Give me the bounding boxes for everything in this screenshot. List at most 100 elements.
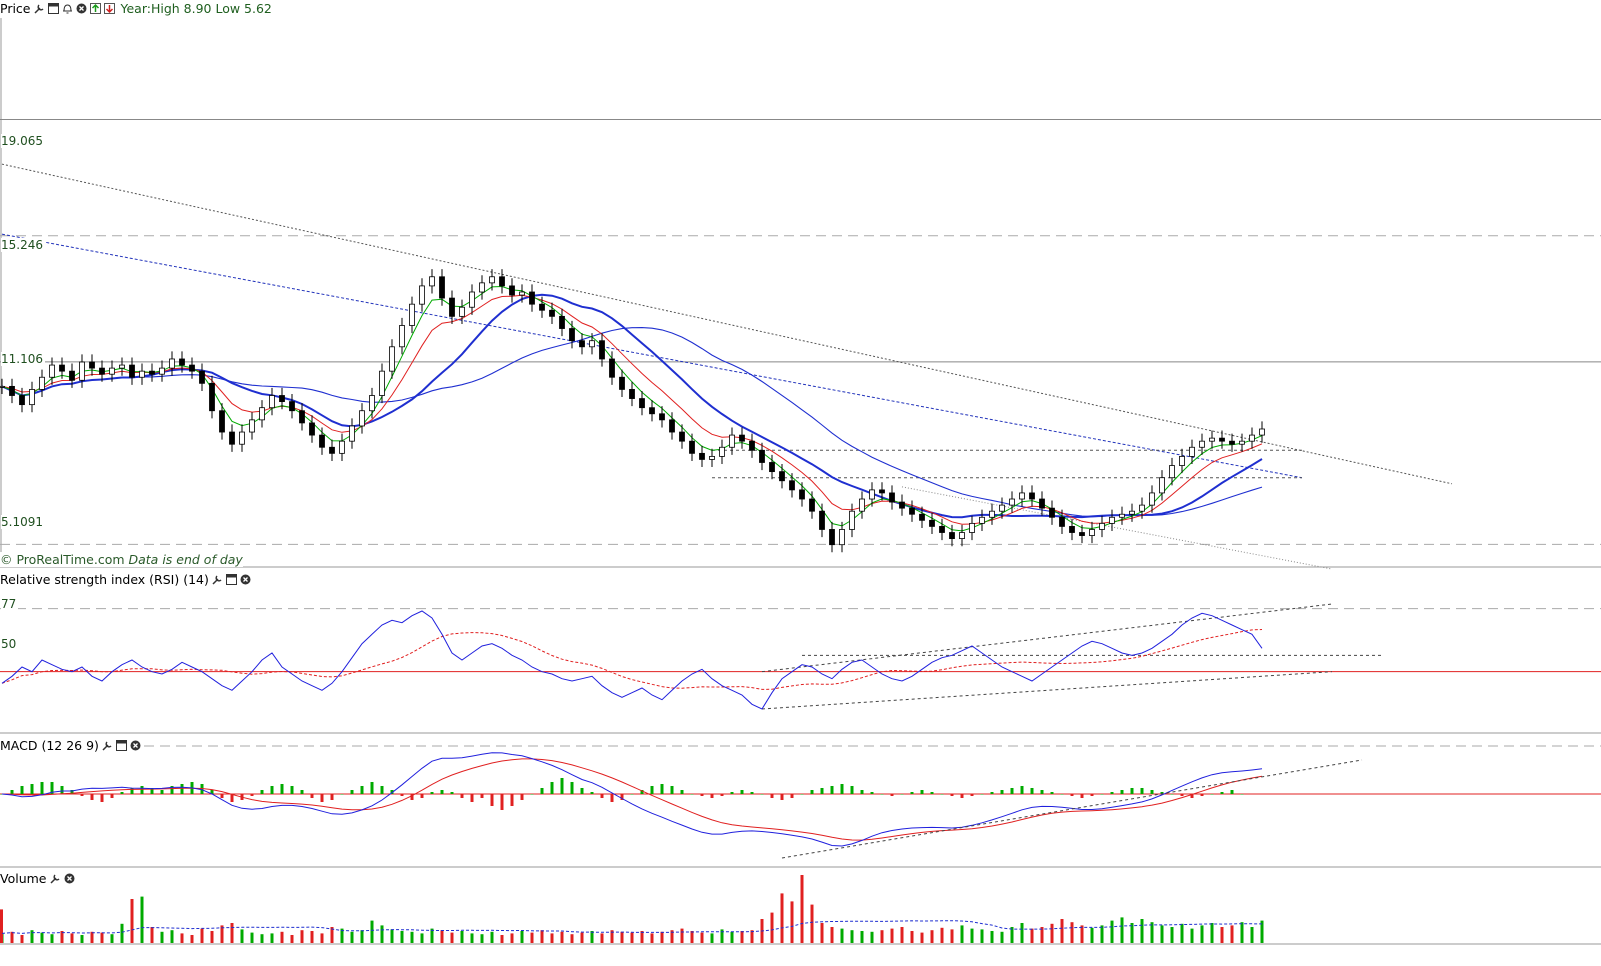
macd-histogram-bar (440, 790, 444, 794)
volume-bar (740, 931, 744, 943)
candle-body (689, 440, 695, 454)
macd-histogram-bar (480, 794, 484, 798)
macd-panel-title: MACD (12 26 9) (0, 738, 99, 753)
candle-body (719, 446, 725, 457)
wrench-icon[interactable] (33, 3, 45, 14)
volume-bar (810, 904, 814, 943)
window-icon[interactable] (115, 740, 127, 751)
rsi-signal-line (1, 629, 1263, 690)
candle-body (279, 395, 285, 402)
macd-histogram-bar (130, 788, 134, 794)
move-down-icon[interactable] (103, 3, 115, 14)
volume-bar (230, 923, 234, 943)
wrench-icon[interactable] (102, 740, 113, 751)
wrench-icon[interactable] (212, 574, 223, 585)
volume-bar (1040, 927, 1044, 943)
candle-body (1259, 428, 1265, 436)
macd-histogram-bar (300, 790, 304, 794)
wrench-icon[interactable] (49, 873, 61, 884)
volume-bar (730, 931, 734, 943)
candle-body (199, 370, 205, 384)
volume-panel-header: Volume (0, 870, 77, 887)
macd-histogram-bar (1010, 788, 1014, 794)
macd-histogram-bar (610, 794, 614, 802)
candle-body (0, 385, 5, 388)
close-icon[interactable] (130, 740, 141, 751)
volume-bar (70, 933, 74, 943)
copyright-note: © ProRealTime.com Data is end of day (0, 552, 243, 567)
volume-bar (1260, 920, 1264, 943)
candle-body (1139, 504, 1145, 512)
bell-icon[interactable] (62, 3, 73, 14)
candle-body (379, 370, 385, 396)
macd-histogram-bar (620, 794, 624, 800)
candle-body (409, 303, 415, 326)
volume-bar (950, 929, 954, 943)
volume-bar (570, 934, 574, 943)
macd-histogram-bar (950, 794, 954, 796)
macd-histogram-bar (1060, 794, 1064, 795)
volume-bar (180, 933, 184, 943)
window-icon[interactable] (47, 3, 59, 14)
candle-body (629, 389, 635, 399)
volume-bar (300, 930, 304, 943)
volume-bar (170, 930, 174, 943)
window-icon[interactable] (225, 574, 237, 585)
candle-body (269, 395, 275, 409)
volume-bar (250, 932, 254, 943)
candle-body (1149, 492, 1155, 506)
candle-body (429, 276, 435, 287)
volume-bar (1030, 928, 1034, 943)
macd-histogram-bar (1230, 790, 1234, 794)
macd-histogram-bar (430, 792, 434, 794)
volume-bar (800, 875, 804, 943)
macd-histogram-bar (280, 784, 284, 794)
copyright-text: © ProRealTime.com (0, 552, 125, 567)
volume-bar (340, 928, 344, 943)
candle-body (149, 370, 155, 375)
macd-histogram-bar (730, 792, 734, 794)
candle-body (189, 364, 195, 372)
candle-body (19, 395, 25, 406)
candle-body (139, 370, 145, 378)
volume-bar (130, 899, 134, 943)
volume-bar (1050, 923, 1054, 943)
rsi-panel-header: Relative strength index (RSI) (14) (0, 571, 253, 588)
rsi-line (1, 610, 1263, 710)
volume-bar (370, 920, 374, 943)
macd-histogram-bar (870, 792, 874, 794)
macd-histogram-bar (750, 792, 754, 794)
macd-histogram-bar (500, 794, 504, 810)
volume-bar (1100, 925, 1104, 943)
volume-bar (240, 929, 244, 943)
candle-body (69, 370, 75, 381)
macd-histogram-bar (930, 792, 934, 794)
candle-body (1059, 516, 1065, 527)
volume-bar (1010, 927, 1014, 943)
candle-body (639, 398, 645, 409)
macd-histogram-bar (50, 782, 54, 794)
macd-trendline (781, 759, 1363, 859)
candle-body (469, 291, 475, 308)
macd-histogram-bar (680, 790, 684, 794)
macd-histogram-bar (770, 794, 774, 798)
volume-bar (420, 933, 424, 943)
volume-bar (540, 930, 544, 943)
macd-chart (0, 745, 1601, 859)
candle-body (289, 401, 295, 412)
candle-body (99, 367, 105, 375)
macd-histogram-bar (710, 794, 714, 798)
candle-body (9, 385, 15, 396)
close-icon[interactable] (64, 873, 75, 884)
data-note: Data is end of day (128, 552, 243, 567)
macd-histogram-bar (390, 790, 394, 794)
candle-body (559, 315, 565, 329)
volume-bar (860, 931, 864, 943)
close-icon[interactable] (240, 574, 251, 585)
macd-histogram-bar (1120, 790, 1124, 794)
volume-bar (590, 931, 594, 943)
macd-histogram-bar (1040, 790, 1044, 794)
move-up-icon[interactable] (89, 3, 101, 14)
close-icon[interactable] (76, 3, 87, 14)
volume-bar (500, 935, 504, 943)
